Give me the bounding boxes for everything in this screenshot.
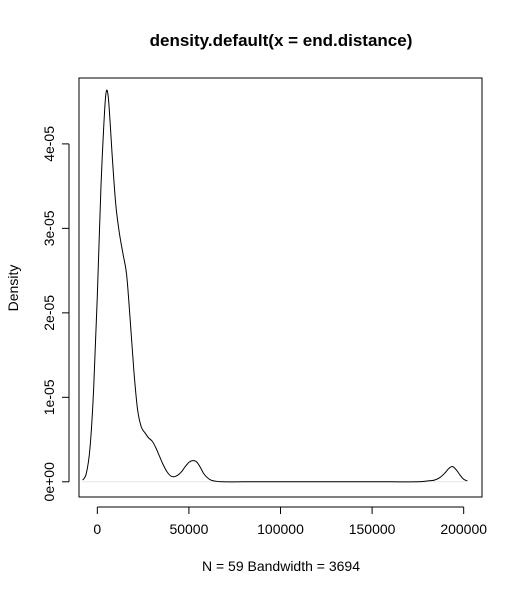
chart-title: density.default(x = end.distance) (150, 31, 413, 50)
y-tick-label: 1e-05 (41, 379, 57, 415)
x-tick-label: 200000 (440, 521, 487, 537)
y-tick-label: 2e-05 (41, 295, 57, 331)
x-tick-label: 100000 (257, 521, 304, 537)
y-tick-label: 3e-05 (41, 210, 57, 246)
density-curve (82, 89, 468, 483)
x-tick-label: 0 (93, 521, 101, 537)
x-tick-label: 150000 (349, 521, 396, 537)
y-axis: 0e+00 1e-05 2e-05 3e-05 4e-05 (41, 126, 70, 502)
x-tick-label: 50000 (169, 521, 208, 537)
x-axis: 0 50000 100000 150000 200000 (93, 506, 487, 537)
x-axis-title: N = 59 Bandwidth = 3694 (202, 558, 360, 574)
y-tick-label: 0e+00 (41, 462, 57, 502)
plot-border (78, 77, 483, 498)
y-axis-title: Density (5, 265, 21, 312)
y-tick-label: 4e-05 (41, 126, 57, 162)
